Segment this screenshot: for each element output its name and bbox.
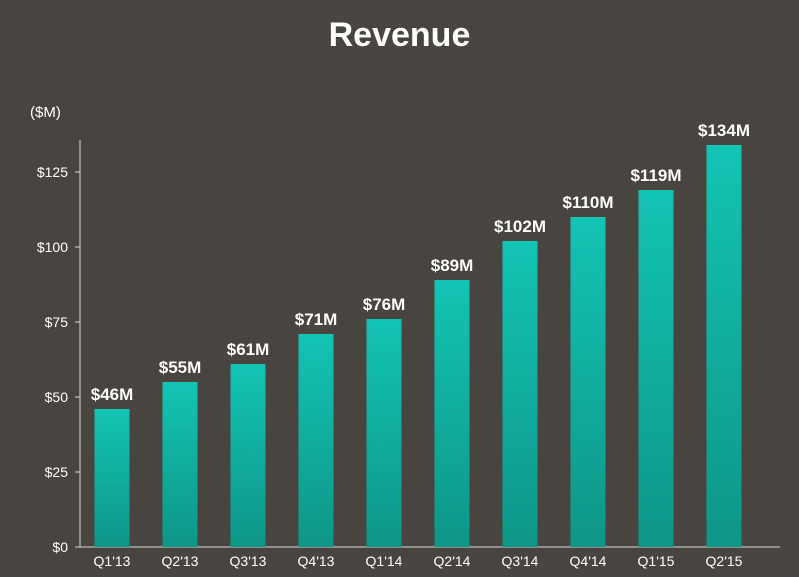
x-tick-label: Q2'13	[162, 553, 199, 569]
bar	[570, 217, 606, 547]
bar	[366, 319, 402, 547]
y-tick-label: $125	[37, 164, 68, 180]
bar	[162, 382, 198, 547]
bar	[230, 364, 266, 547]
x-tick-label: Q2'15	[706, 553, 743, 569]
data-label: $134M	[698, 121, 750, 140]
data-label: $102M	[494, 217, 546, 236]
data-label: $119M	[630, 166, 681, 185]
y-tick-label: $0	[52, 539, 68, 555]
x-tick-label: Q4'13	[298, 553, 335, 569]
x-tick-label: Q1'15	[638, 553, 675, 569]
x-tick-label: Q3'13	[230, 553, 267, 569]
x-tick-label: Q2'14	[434, 553, 471, 569]
data-label: $76M	[363, 295, 406, 314]
data-labels: $46M $55M $61M $71M $76M $89M $102M $110M $119M $…	[91, 121, 750, 404]
data-label: $71M	[295, 310, 338, 329]
data-label: $110M	[562, 193, 613, 212]
data-label: $61M	[227, 340, 270, 359]
data-label: $55M	[159, 358, 202, 377]
y-tick-label: $75	[45, 314, 69, 330]
data-label: $89M	[431, 256, 474, 275]
x-tick-label: Q1'13	[94, 553, 131, 569]
y-tick-label: $25	[45, 464, 69, 480]
y-axis-unit-label: ($M)	[30, 104, 61, 121]
y-tick-label: $50	[45, 389, 69, 405]
bar	[94, 409, 130, 547]
chart-axes: $0 $25 $50 $75 $100 $125 Q1'13 Q2'13 Q3'13 Q4'13 Q…	[37, 140, 780, 569]
bar	[638, 190, 674, 547]
y-tick-label: $100	[37, 239, 68, 255]
bar	[502, 241, 538, 547]
x-tick-label: Q4'14	[570, 553, 607, 569]
bar	[706, 145, 742, 547]
bar	[298, 334, 334, 547]
x-tick-label: Q1'14	[366, 553, 403, 569]
bar-series	[94, 145, 742, 547]
data-label: $46M	[91, 385, 134, 404]
x-tick-label: Q3'14	[502, 553, 539, 569]
chart-title: Revenue	[328, 16, 471, 54]
bar	[434, 280, 470, 547]
